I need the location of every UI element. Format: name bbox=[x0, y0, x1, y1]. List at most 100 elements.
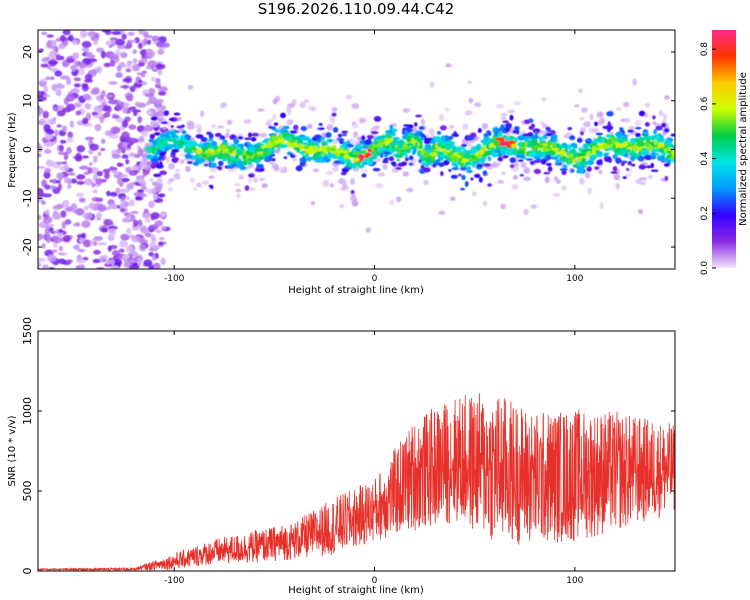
spectrogram-cell bbox=[457, 173, 462, 177]
spectrogram-cell bbox=[67, 131, 74, 139]
spectrogram-cell bbox=[68, 172, 76, 176]
spectrogram-cell bbox=[38, 257, 47, 263]
snr-y-tick-label: 500 bbox=[21, 481, 34, 502]
spectrogram-cell bbox=[152, 193, 158, 200]
spectrogram-cell bbox=[141, 73, 146, 78]
spectrogram-cell bbox=[42, 216, 53, 224]
spectrogram-cell bbox=[50, 39, 57, 48]
spectrogram-cell bbox=[209, 149, 215, 154]
spectrogram-cell bbox=[155, 98, 164, 104]
spectrogram-cell bbox=[530, 204, 538, 209]
spectrogram-cell bbox=[567, 154, 574, 159]
spectrogram-cell bbox=[159, 151, 166, 157]
spectrogram-cell bbox=[438, 113, 445, 121]
spectrogram-cell bbox=[66, 137, 74, 143]
spectrogram-cell bbox=[149, 133, 155, 140]
spectrogram-cell bbox=[394, 145, 399, 148]
spectrogram-cell bbox=[40, 63, 49, 68]
spectrogram-cell bbox=[100, 255, 109, 259]
spectrogram-cell bbox=[91, 182, 96, 188]
spectrogram-cell bbox=[578, 168, 585, 174]
spectrogram-cell bbox=[75, 265, 81, 269]
spectrogram-cell bbox=[170, 125, 174, 128]
spectrogram-cell bbox=[383, 154, 389, 158]
spectrogram-cell bbox=[632, 140, 636, 144]
spectrogram-cell bbox=[412, 144, 419, 149]
spectrogram-cell bbox=[536, 158, 541, 162]
spectrogram-cell bbox=[592, 149, 596, 155]
spectrogram-cell bbox=[111, 30, 122, 35]
spectrogram-cell bbox=[297, 143, 303, 148]
spectrogram-cell bbox=[38, 107, 44, 115]
spectrogram-cell bbox=[122, 254, 130, 260]
spectrogram-cell bbox=[73, 77, 82, 82]
spectrogram-cell bbox=[589, 154, 593, 161]
spectrogram-cell bbox=[141, 130, 149, 137]
spectrogram-cell bbox=[526, 141, 534, 145]
spectrogram-cell bbox=[47, 254, 57, 263]
spectrogram-cell bbox=[130, 39, 137, 43]
spectrogram-cell bbox=[137, 257, 143, 266]
spectrogram-cell bbox=[148, 200, 155, 209]
spectrogram-cell bbox=[83, 239, 91, 248]
spectrogram-cell bbox=[612, 154, 618, 160]
spectrogram-cell bbox=[164, 133, 170, 137]
spectrogram-cell bbox=[467, 80, 472, 84]
spectrogram-cell bbox=[594, 121, 598, 127]
spectrogram-cell bbox=[73, 244, 80, 250]
spectrogram-cell bbox=[107, 99, 118, 105]
spectrogram-cell bbox=[653, 139, 658, 145]
spectrogram-cell bbox=[97, 105, 104, 110]
spectrogram-cell bbox=[92, 258, 101, 264]
spectrogram-cell bbox=[51, 235, 59, 242]
spectrogram-cell bbox=[51, 83, 57, 92]
spectrogram-cell bbox=[615, 131, 624, 137]
spectrogram-cell bbox=[125, 196, 130, 200]
spectrogram-y-tick-label: -20 bbox=[21, 238, 34, 256]
spectrogram-cell bbox=[663, 163, 670, 167]
spectrogram-cell bbox=[471, 155, 477, 160]
spectrogram-cell bbox=[158, 193, 166, 198]
spectrogram-cell bbox=[560, 151, 567, 155]
spectrogram-cell bbox=[495, 162, 502, 166]
spectrogram-cell bbox=[207, 138, 214, 142]
spectrogram-cell bbox=[59, 139, 67, 144]
spectrogram-cell bbox=[545, 155, 552, 160]
spectrogram-cell bbox=[95, 197, 104, 202]
spectrogram-cell bbox=[627, 161, 632, 166]
spectrogram-cell bbox=[163, 136, 167, 140]
spectrogram-cell bbox=[123, 216, 131, 222]
spectrogram-cell bbox=[623, 141, 628, 147]
spectrogram-cell bbox=[437, 148, 446, 152]
spectrogram-cell bbox=[377, 172, 386, 177]
spectrogram-cell bbox=[262, 150, 270, 157]
spectrogram-cell bbox=[664, 94, 670, 101]
spectrogram-cell bbox=[582, 143, 587, 149]
spectrogram-cell bbox=[81, 84, 89, 92]
spectrogram-cell bbox=[44, 167, 52, 173]
spectrogram-cell bbox=[160, 133, 165, 138]
spectrogram-cell bbox=[41, 243, 46, 249]
spectrogram-cell bbox=[657, 147, 665, 154]
spectrogram-cell bbox=[45, 159, 54, 167]
spectrogram-cell bbox=[121, 131, 130, 140]
spectrogram-cell bbox=[272, 114, 277, 121]
spectrogram-cell bbox=[628, 125, 636, 131]
spectrogram-cell bbox=[87, 31, 97, 38]
spectrogram-cell bbox=[527, 136, 533, 139]
spectrogram-cell bbox=[606, 134, 612, 138]
spectrogram-cell bbox=[538, 149, 542, 156]
spectrogram-cell bbox=[261, 140, 267, 143]
spectrogram-cell bbox=[140, 226, 150, 234]
spectrogram-cell bbox=[314, 134, 322, 140]
spectrogram-cell bbox=[500, 116, 507, 121]
spectrogram-cell bbox=[583, 121, 591, 128]
spectrogram-cell bbox=[610, 171, 618, 174]
spectrogram-cell bbox=[657, 142, 665, 148]
spectrogram-cell bbox=[72, 209, 83, 214]
spectrogram-cell bbox=[72, 53, 79, 60]
spectrogram-cell bbox=[340, 172, 347, 176]
spectrogram-cell bbox=[131, 109, 142, 113]
spectrogram-cell bbox=[210, 185, 214, 190]
